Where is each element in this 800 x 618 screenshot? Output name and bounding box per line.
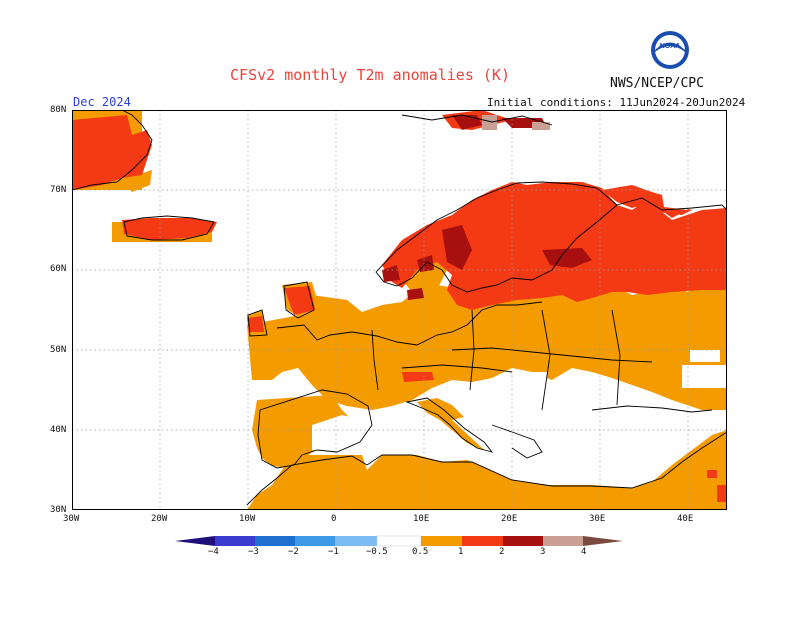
lon-label-30e: 30E <box>589 514 606 524</box>
colorbar-swatch-p05-p1 <box>421 536 462 546</box>
lat-label-40n: 40N <box>50 425 67 435</box>
noaa-logo: NOAA <box>651 31 689 69</box>
lat-label-50n: 50N <box>50 345 67 355</box>
colorbar-label-p4: 4 <box>581 547 587 557</box>
lon-label-40e: 40E <box>677 514 694 524</box>
anomaly-map <box>72 110 727 510</box>
colorbar-swatch-p2-p3 <box>503 536 543 546</box>
colorbar-label-m05: −0.5 <box>366 547 388 557</box>
lon-label-10e: 10E <box>413 514 430 524</box>
logo-text: NOAA <box>660 43 681 50</box>
colorbar-label-p05: 0.5 <box>412 547 429 557</box>
colorbar-swatch-below-m4 <box>175 536 215 546</box>
lat-label-70n: 70N <box>50 185 67 195</box>
coastlines <box>72 110 727 506</box>
graticule <box>72 110 727 510</box>
colorbar-label-p1: 1 <box>458 547 464 557</box>
colorbar-swatch-p3-p4 <box>543 536 583 546</box>
initial-conditions: Initial conditions: 11Jun2024-20Jun2024 <box>487 96 746 109</box>
map-title: CFSv2 monthly T2m anomalies (K) <box>230 66 510 84</box>
neutral-areas <box>312 135 727 480</box>
colorbar-swatch-p1-p2 <box>462 536 503 546</box>
colorbar-swatch-m2-m1 <box>295 536 335 546</box>
colorbar-swatch-m1-m05 <box>335 536 377 546</box>
lat-label-80n: 80N <box>50 105 67 115</box>
colorbar-label-m4: −4 <box>208 547 219 557</box>
colorbar <box>175 535 623 547</box>
lat-label-30n: 30N <box>50 505 67 515</box>
colorbar-swatch-m3-m2 <box>255 536 295 546</box>
lon-label-10w: 10W <box>239 514 256 524</box>
forecast-month: Dec 2024 <box>73 95 131 109</box>
agency-label: NWS/NCEP/CPC <box>610 76 704 91</box>
lat-label-60n: 60N <box>50 264 67 274</box>
colorbar-label-m2: −2 <box>288 547 299 557</box>
colorbar-label-p3: 3 <box>540 547 546 557</box>
colorbar-swatch-m4-m3 <box>215 536 255 546</box>
anomaly-band-3-4 <box>482 115 550 130</box>
anomaly-band-1-2 <box>72 110 727 502</box>
colorbar-label-m1: −1 <box>328 547 339 557</box>
lon-label-30w: 30W <box>63 514 80 524</box>
lon-label-20e: 20E <box>501 514 518 524</box>
lon-label-20w: 20W <box>151 514 168 524</box>
colorbar-label-m3: −3 <box>248 547 259 557</box>
colorbar-label-p2: 2 <box>499 547 505 557</box>
colorbar-swatch-above-p4 <box>583 536 623 546</box>
colorbar-swatch-neutral <box>376 535 422 547</box>
lon-label-0: 0 <box>331 514 337 524</box>
anomaly-band-2-3 <box>382 115 592 300</box>
